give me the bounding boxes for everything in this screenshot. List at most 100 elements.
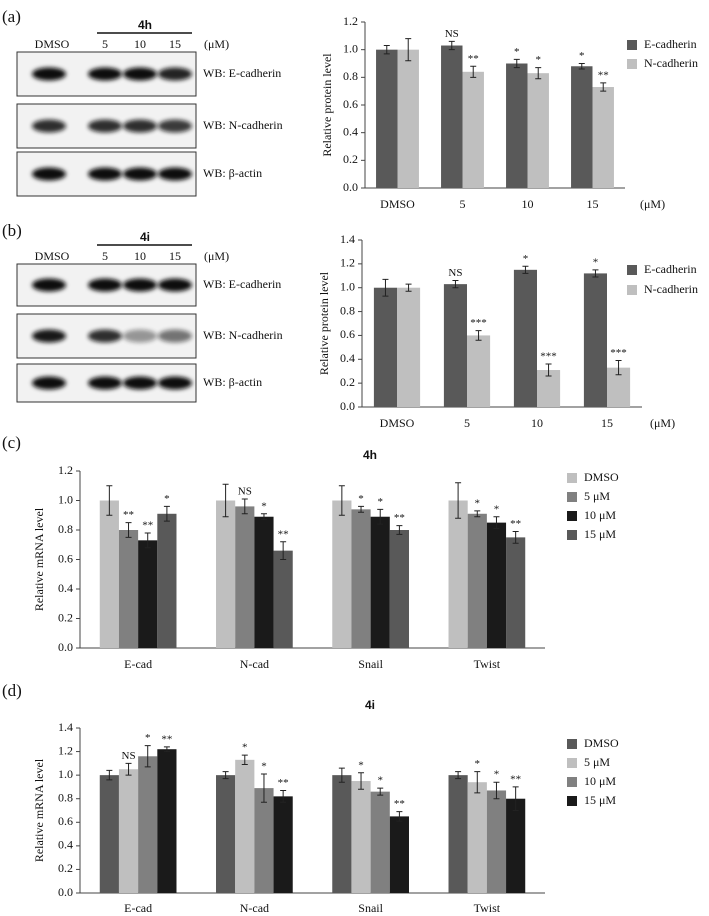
bar bbox=[448, 500, 468, 648]
significance-label: ** bbox=[394, 512, 405, 524]
legend-swatch bbox=[567, 758, 577, 768]
panel-letter: (d) bbox=[2, 681, 22, 700]
legend-swatch bbox=[567, 777, 577, 787]
bar bbox=[443, 284, 467, 407]
blot-band bbox=[123, 119, 157, 133]
bar bbox=[467, 335, 491, 407]
legend-swatch bbox=[627, 265, 637, 275]
error-bar bbox=[125, 522, 132, 538]
significance-label: *** bbox=[610, 347, 627, 359]
legend-label: DMSO bbox=[584, 470, 619, 484]
legend-swatch bbox=[567, 511, 577, 521]
error-bar bbox=[396, 811, 403, 822]
error-bar bbox=[338, 767, 345, 783]
y-tick-label: 0.6 bbox=[58, 551, 73, 565]
bar bbox=[351, 509, 371, 648]
bar bbox=[537, 370, 561, 407]
blot-band bbox=[32, 329, 66, 343]
legend-label: E-cadherin bbox=[644, 262, 697, 276]
blot-band bbox=[88, 67, 122, 81]
bar bbox=[370, 516, 390, 648]
blot-row-label: WB: E-cadherin bbox=[203, 66, 281, 80]
lane-label: 10 bbox=[134, 37, 146, 51]
y-tick-label: 0.8 bbox=[343, 69, 358, 83]
error-bar bbox=[475, 330, 482, 341]
error-bar bbox=[522, 265, 529, 274]
bar bbox=[373, 287, 397, 407]
error-bar bbox=[455, 482, 462, 519]
bar bbox=[397, 287, 421, 407]
bar bbox=[527, 73, 549, 188]
significance-label: NS bbox=[445, 28, 459, 40]
legend-swatch bbox=[567, 796, 577, 806]
bar bbox=[448, 775, 468, 893]
significance-label: ** bbox=[598, 69, 609, 81]
legend-swatch bbox=[627, 285, 637, 295]
x-tick-label: Snail bbox=[358, 901, 383, 915]
y-tick-label: 1.0 bbox=[58, 767, 73, 781]
error-bar bbox=[600, 82, 607, 92]
significance-label: * bbox=[523, 253, 529, 265]
lane-label: 15 bbox=[169, 37, 181, 51]
y-tick-label: 1.2 bbox=[340, 256, 355, 270]
y-tick-label: 0.2 bbox=[343, 152, 358, 166]
bar bbox=[486, 522, 507, 648]
bar bbox=[506, 537, 526, 648]
y-tick-label: 0.0 bbox=[58, 885, 73, 899]
bar bbox=[216, 775, 236, 893]
error-bar bbox=[396, 525, 403, 535]
error-bar bbox=[493, 516, 500, 530]
blot-band bbox=[158, 278, 192, 292]
x-unit-label: (μM) bbox=[640, 197, 665, 211]
blot-row-label: WB: N-cadherin bbox=[203, 328, 283, 342]
bar bbox=[467, 782, 487, 893]
blot-band bbox=[123, 278, 157, 292]
significance-label: * bbox=[164, 493, 170, 505]
error-bar bbox=[470, 65, 477, 78]
blot-band bbox=[158, 376, 192, 390]
legend-label: 5 μM bbox=[584, 489, 610, 503]
error-bar bbox=[545, 363, 552, 377]
bar bbox=[138, 756, 158, 893]
bar bbox=[99, 775, 119, 893]
x-tick-label: 5 bbox=[464, 416, 470, 430]
blot-row-label: WB: N-cadherin bbox=[203, 118, 283, 132]
legend-label: N-cadherin bbox=[644, 282, 698, 296]
blot-row-label: WB: β-actin bbox=[203, 166, 262, 180]
bar bbox=[397, 49, 419, 188]
lane-label: 15 bbox=[169, 249, 181, 263]
significance-label: * bbox=[579, 50, 585, 62]
y-tick-label: 0.2 bbox=[58, 610, 73, 624]
blot-band bbox=[123, 67, 157, 81]
y-axis-label: Relative mRNA level bbox=[32, 507, 46, 611]
error-bar bbox=[455, 771, 462, 780]
error-bar bbox=[474, 510, 481, 518]
blot-band bbox=[88, 278, 122, 292]
y-axis-label: Relative protein level bbox=[317, 271, 331, 375]
panel-letter: (a) bbox=[2, 7, 21, 26]
x-unit-label: (μM) bbox=[650, 416, 675, 430]
bar bbox=[370, 791, 390, 893]
significance-label: * bbox=[475, 758, 481, 770]
significance-label: * bbox=[475, 497, 481, 509]
bar bbox=[118, 769, 139, 893]
error-bar bbox=[144, 745, 151, 768]
bar bbox=[506, 798, 526, 893]
error-bar bbox=[241, 498, 248, 515]
bar bbox=[273, 550, 293, 648]
x-tick-label: 10 bbox=[522, 197, 534, 211]
compound-label: 4i bbox=[140, 230, 150, 244]
bar bbox=[273, 796, 293, 893]
significance-label: NS bbox=[238, 486, 252, 498]
bar bbox=[486, 790, 507, 893]
y-tick-label: 0.4 bbox=[343, 124, 358, 138]
legend-swatch bbox=[627, 40, 637, 50]
error-bar bbox=[382, 278, 389, 297]
bar bbox=[332, 500, 352, 648]
y-tick-label: 1.2 bbox=[58, 743, 73, 757]
bar bbox=[592, 87, 614, 188]
error-bar bbox=[260, 513, 267, 521]
y-tick-label: 0.0 bbox=[340, 399, 355, 413]
error-bar bbox=[280, 789, 287, 803]
significance-label: ** bbox=[278, 777, 289, 789]
